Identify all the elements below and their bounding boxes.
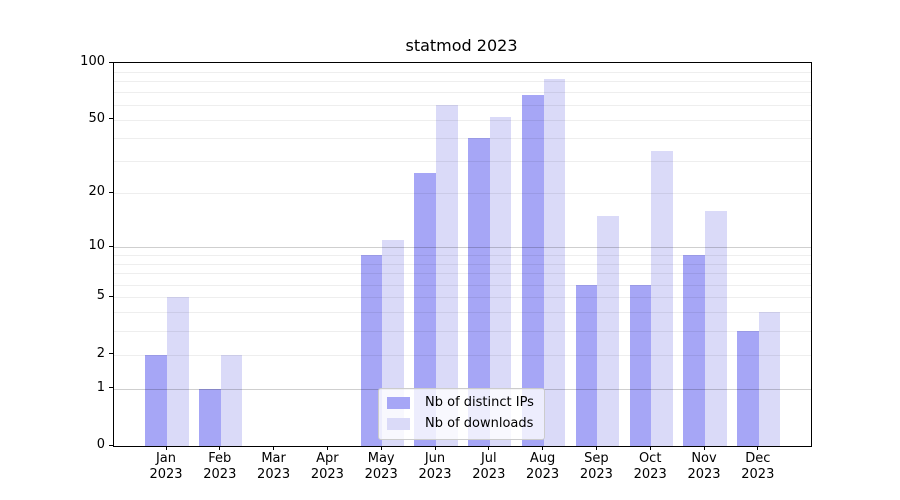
plot-area: Nb of distinct IPs Nb of downloads <box>113 62 812 447</box>
bar-nov-2023-distinct-ips <box>683 254 705 446</box>
gridline-minor-3 <box>114 331 811 332</box>
gridline-major-10 <box>114 247 811 248</box>
bar-oct-2023-downloads <box>651 150 673 446</box>
x-tick-mark-dec <box>757 446 759 450</box>
x-tick-label-oct: Oct 2023 <box>633 451 667 482</box>
x-tick-mark-mar <box>273 446 275 450</box>
bar-jan-2023-distinct-ips <box>145 354 167 446</box>
y-tick-mark-0 <box>109 444 113 446</box>
chart-title: statmod 2023 <box>405 36 518 55</box>
bar-nov-2023-downloads <box>705 210 727 446</box>
y-tick-mark-5 <box>109 295 113 297</box>
legend-label-distinct-ips: Nb of distinct IPs <box>425 395 534 410</box>
x-tick-mark-oct <box>649 446 651 450</box>
bar-jun-2023-downloads <box>436 104 458 446</box>
x-tick-label-sep: Sep 2023 <box>579 451 613 482</box>
y-tick-label-100: 100 <box>80 54 105 69</box>
x-tick-mark-aug <box>542 446 544 450</box>
gridline-minor-5 <box>114 297 811 299</box>
x-tick-mark-jun <box>434 446 436 450</box>
x-tick-mark-feb <box>219 446 221 450</box>
y-tick-mark-20 <box>109 191 113 193</box>
y-tick-label-5: 5 <box>96 288 105 304</box>
y-tick-mark-10 <box>109 245 113 247</box>
x-tick-label-nov: Nov 2023 <box>687 451 721 482</box>
y-tick-label-0: 0 <box>96 437 105 452</box>
y-tick-label-20: 20 <box>88 184 105 200</box>
x-tick-label-mar: Mar 2023 <box>257 451 291 482</box>
x-tick-label-apr: Apr 2023 <box>310 451 344 482</box>
bar-sep-2023-downloads <box>597 215 620 446</box>
bar-dec-2023-downloads <box>758 312 781 446</box>
x-tick-label-aug: Aug 2023 <box>526 451 560 482</box>
y-tick-label-10: 10 <box>88 238 105 253</box>
legend-swatch-distinct-ips <box>387 397 410 409</box>
x-tick-label-jun: Jun 2023 <box>418 451 452 482</box>
gridline-minor-70 <box>114 92 811 94</box>
x-tick-mark-nov <box>703 446 705 450</box>
gridline-minor-40 <box>114 137 811 139</box>
y-tick-label-1: 1 <box>96 379 105 395</box>
x-tick-label-may: May 2023 <box>364 451 398 482</box>
gridline-minor-90 <box>114 71 811 73</box>
y-tick-mark-50 <box>109 118 113 120</box>
x-tick-mark-jan <box>165 446 167 450</box>
bar-feb-2023-downloads <box>220 354 243 446</box>
y-tick-mark-100 <box>109 61 113 63</box>
bar-jul-2023-distinct-ips <box>468 137 490 446</box>
x-tick-mark-apr <box>326 446 328 450</box>
gridline-minor-30 <box>114 161 811 162</box>
legend-entry-downloads: Nb of downloads <box>387 415 534 433</box>
bar-may-2023-distinct-ips <box>360 254 383 446</box>
gridline-minor-80 <box>114 81 811 83</box>
gridline-minor-8 <box>114 263 811 265</box>
y-tick-label-50: 50 <box>88 110 105 126</box>
gridline-minor-2 <box>114 354 811 356</box>
bar-jun-2023-distinct-ips <box>414 172 436 446</box>
y-tick-label-2: 2 <box>96 345 105 361</box>
gridline-minor-50 <box>114 119 811 121</box>
x-tick-label-feb: Feb 2023 <box>203 451 237 482</box>
gridline-minor-4 <box>114 312 811 314</box>
gridline-minor-9 <box>114 254 811 256</box>
bar-sep-2023-distinct-ips <box>575 284 598 446</box>
x-tick-mark-may <box>380 446 382 450</box>
x-tick-label-jul: Jul 2023 <box>472 451 506 482</box>
y-tick-mark-2 <box>109 353 113 355</box>
gridline-minor-6 <box>114 284 811 286</box>
bar-jan-2023-downloads <box>167 297 189 446</box>
bar-dec-2023-distinct-ips <box>737 331 759 446</box>
x-tick-label-dec: Dec 2023 <box>741 451 775 482</box>
legend-label-downloads: Nb of downloads <box>425 416 534 431</box>
legend-entry-distinct-ips: Nb of distinct IPs <box>387 394 534 412</box>
gridline-minor-20 <box>114 193 811 195</box>
legend-swatch-downloads <box>387 418 410 430</box>
x-tick-mark-sep <box>595 446 597 450</box>
gridline-minor-60 <box>114 104 811 106</box>
x-tick-mark-jul <box>488 446 490 450</box>
legend: Nb of distinct IPs Nb of downloads <box>378 388 545 440</box>
bar-jul-2023-downloads <box>489 116 512 446</box>
bar-oct-2023-distinct-ips <box>629 284 652 446</box>
gridline-minor-7 <box>114 273 811 275</box>
bar-aug-2023-downloads <box>543 79 566 446</box>
bar-aug-2023-distinct-ips <box>521 94 544 446</box>
x-tick-label-jan: Jan 2023 <box>149 451 183 482</box>
bar-feb-2023-distinct-ips <box>199 388 221 446</box>
y-tick-mark-1 <box>109 387 113 388</box>
